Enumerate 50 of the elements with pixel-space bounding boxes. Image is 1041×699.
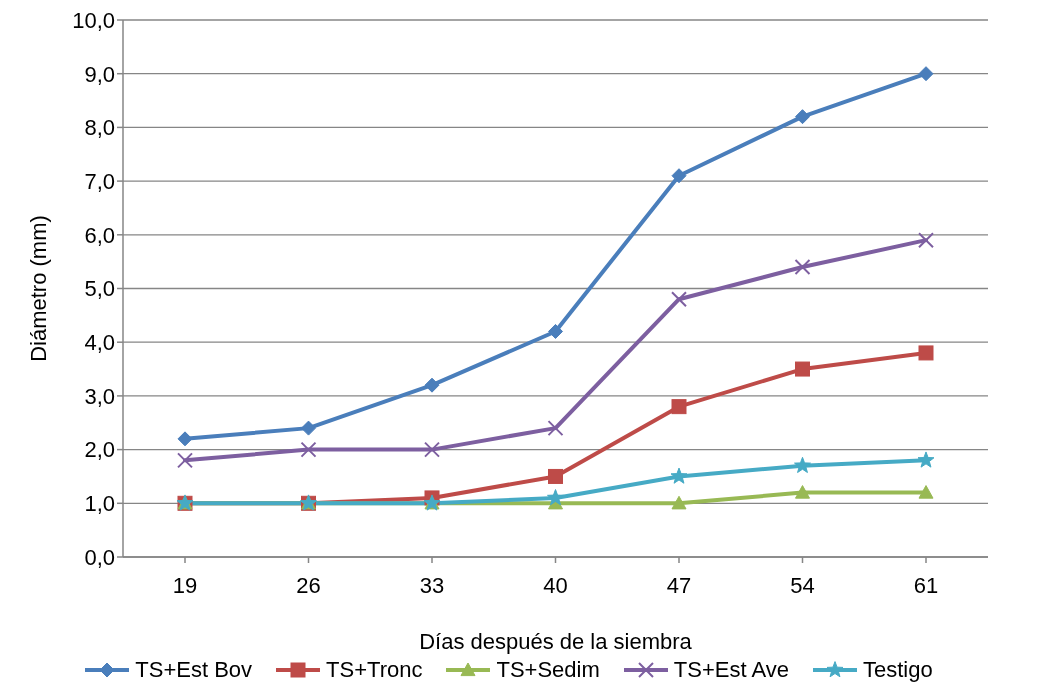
point [548,323,563,339]
x-tick-label: 47 [666,572,692,598]
point [548,468,563,484]
point [671,291,687,308]
point [671,495,687,510]
point [671,168,687,184]
y-tick-label: 6,0 [84,222,115,248]
point [794,456,811,474]
legend-label: TS+Est Bov [134,657,253,683]
x-axis-title: Días después de la siembra [419,629,693,654]
y-tick-label: 8,0 [84,115,115,141]
point [918,345,934,361]
y-axis-title: Diámetro (mm) [25,215,51,362]
point [547,420,564,437]
point [795,361,810,377]
legend-label: TS+Sedim [495,657,600,683]
x-tick-label: 54 [790,572,815,598]
point [671,399,687,415]
point [918,232,934,249]
y-tick-label: 10,0 [72,7,115,33]
point [917,451,935,468]
point [670,467,688,484]
point [424,377,440,393]
y-tick-label: 7,0 [84,168,115,194]
x-tick-label: 26 [296,572,321,598]
y-tick-label: 2,0 [84,437,115,463]
x-tick-label: 33 [419,572,445,598]
y-tick-label: 9,0 [84,61,115,87]
point [795,485,810,499]
point [424,441,440,458]
y-tick-label: 4,0 [84,330,115,356]
point [301,420,316,436]
x-tick-label: 19 [172,572,198,598]
point [918,66,934,82]
point [795,109,810,125]
y-tick-label: 1,0 [84,491,115,517]
legend-label: TS+Est Ave [672,657,789,683]
point [794,259,811,276]
point [547,489,564,506]
point [177,452,193,469]
point [918,485,934,499]
y-tick-label: 0,0 [84,544,115,570]
point [300,441,317,458]
x-tick-label: 61 [913,572,939,598]
x-tick-label: 40 [543,572,568,598]
y-tick-label: 3,0 [84,383,115,409]
y-tick-label: 5,0 [84,276,115,302]
legend-label: TS+Tronc [325,657,423,683]
point [177,431,193,447]
legend-label: Testigo [861,657,933,683]
